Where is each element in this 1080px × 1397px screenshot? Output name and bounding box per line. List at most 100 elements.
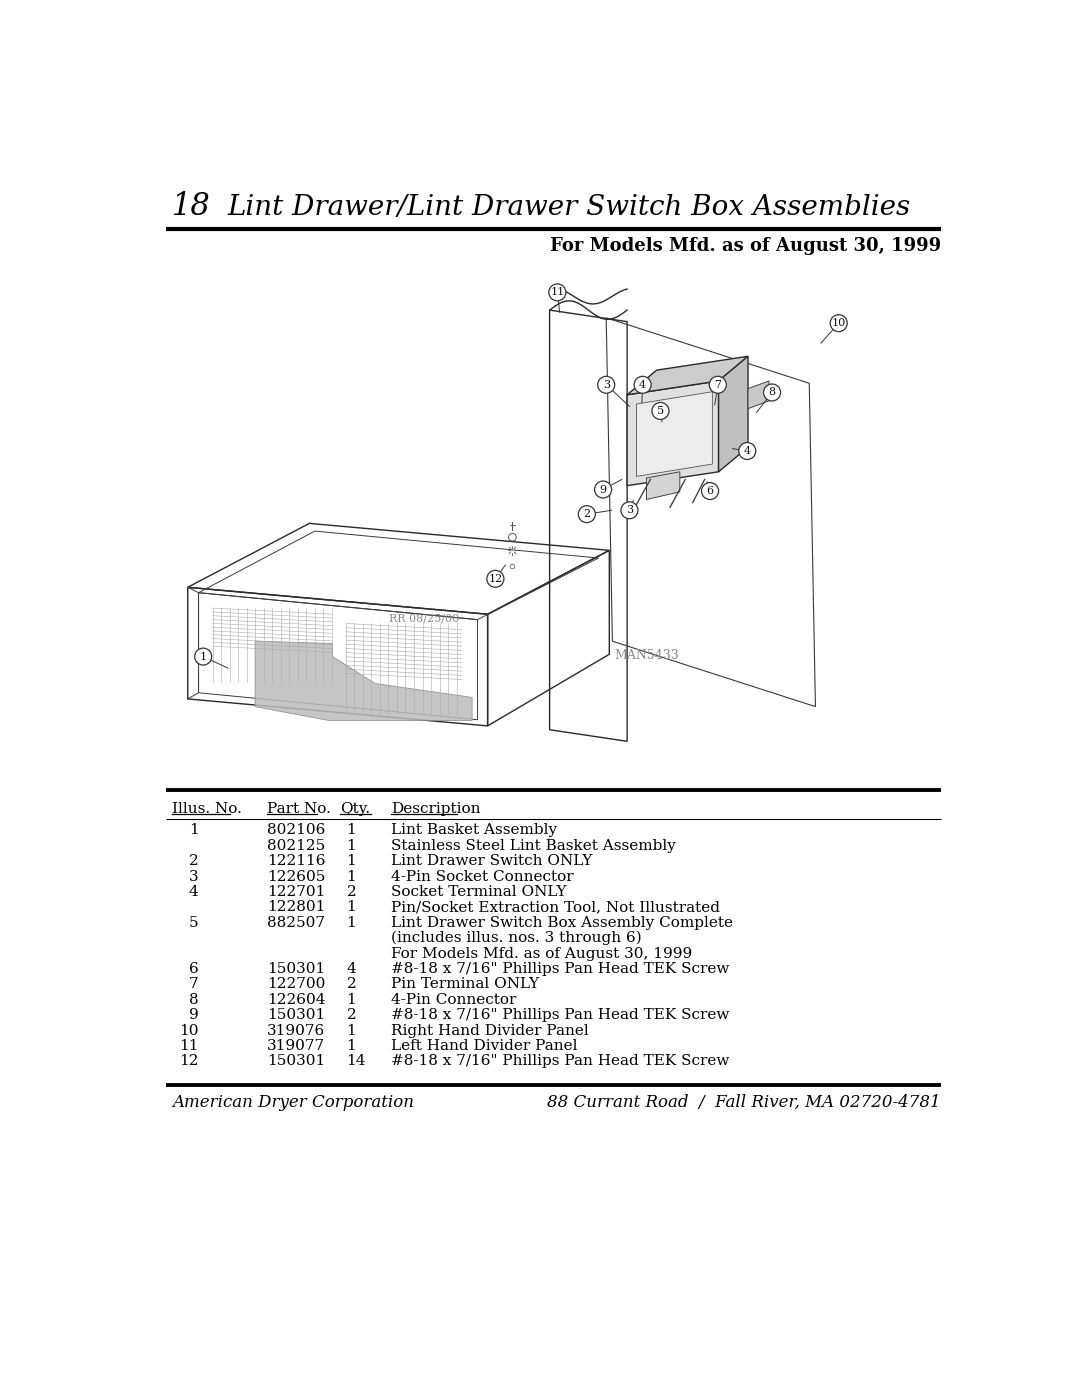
Text: 4: 4 <box>744 446 751 455</box>
Text: 8: 8 <box>769 387 775 398</box>
Circle shape <box>549 284 566 300</box>
Text: 9: 9 <box>599 485 607 495</box>
Text: 1: 1 <box>347 854 356 869</box>
Text: 122701: 122701 <box>267 886 325 900</box>
Text: 11: 11 <box>179 1039 199 1053</box>
Text: 882507: 882507 <box>267 916 325 930</box>
Text: 1: 1 <box>347 838 356 852</box>
Text: 12: 12 <box>179 1055 199 1069</box>
Text: 1: 1 <box>347 1039 356 1053</box>
Text: 9: 9 <box>189 1009 199 1023</box>
Text: 122605: 122605 <box>267 870 325 884</box>
Text: Left Hand Divider Panel: Left Hand Divider Panel <box>391 1039 577 1053</box>
Text: 1: 1 <box>200 651 206 662</box>
Text: 12: 12 <box>488 574 502 584</box>
Text: Illus. No.: Illus. No. <box>172 802 242 816</box>
Text: 2: 2 <box>189 854 199 869</box>
Polygon shape <box>627 381 718 486</box>
Text: 2: 2 <box>347 886 356 900</box>
Text: #8-18 x 7/16" Phillips Pan Head TEK Screw: #8-18 x 7/16" Phillips Pan Head TEK Scre… <box>391 1009 729 1023</box>
Text: 150301: 150301 <box>267 963 325 977</box>
Text: Pin Terminal ONLY: Pin Terminal ONLY <box>391 978 539 992</box>
Circle shape <box>595 481 611 497</box>
Text: 4-Pin Socket Connector: 4-Pin Socket Connector <box>391 870 573 884</box>
Text: 1: 1 <box>347 901 356 915</box>
Circle shape <box>194 648 212 665</box>
Polygon shape <box>627 356 748 395</box>
Text: 2: 2 <box>347 1009 356 1023</box>
Text: 6: 6 <box>189 963 199 977</box>
Text: Socket Terminal ONLY: Socket Terminal ONLY <box>391 886 566 900</box>
Text: 6: 6 <box>706 486 714 496</box>
Text: Lint Drawer Switch ONLY: Lint Drawer Switch ONLY <box>391 854 592 869</box>
Text: 8: 8 <box>189 993 199 1007</box>
Text: 802106: 802106 <box>267 823 325 837</box>
Text: 4-Pin Connector: 4-Pin Connector <box>391 993 516 1007</box>
Text: MAN5433: MAN5433 <box>613 648 678 662</box>
Text: 18: 18 <box>172 191 211 222</box>
Text: 10: 10 <box>179 1024 199 1038</box>
Text: Lint Drawer/Lint Drawer Switch Box Assemblies: Lint Drawer/Lint Drawer Switch Box Assem… <box>228 194 910 221</box>
Text: 1: 1 <box>189 823 199 837</box>
Polygon shape <box>647 472 679 500</box>
Text: Part No.: Part No. <box>267 802 330 816</box>
Text: 4: 4 <box>639 380 646 390</box>
Text: 122700: 122700 <box>267 978 325 992</box>
Circle shape <box>597 376 615 393</box>
Circle shape <box>710 376 727 393</box>
Text: 3: 3 <box>603 380 610 390</box>
Text: 3: 3 <box>189 870 199 884</box>
Polygon shape <box>718 356 748 472</box>
Polygon shape <box>636 391 713 476</box>
Text: #8-18 x 7/16" Phillips Pan Head TEK Screw: #8-18 x 7/16" Phillips Pan Head TEK Scre… <box>391 1055 729 1069</box>
Text: 150301: 150301 <box>267 1055 325 1069</box>
Text: For Models Mfd. as of August 30, 1999: For Models Mfd. as of August 30, 1999 <box>391 947 692 961</box>
Text: 150301: 150301 <box>267 1009 325 1023</box>
Text: 5: 5 <box>657 407 664 416</box>
Text: For Models Mfd. as of August 30, 1999: For Models Mfd. as of August 30, 1999 <box>550 237 941 254</box>
Text: 122604: 122604 <box>267 993 325 1007</box>
Text: 88 Currant Road  /  Fall River, MA 02720-4781: 88 Currant Road / Fall River, MA 02720-4… <box>548 1094 941 1111</box>
Text: Stainless Steel Lint Basket Assembly: Stainless Steel Lint Basket Assembly <box>391 838 676 852</box>
Text: 5: 5 <box>189 916 199 930</box>
Text: 11: 11 <box>550 288 565 298</box>
Circle shape <box>652 402 669 419</box>
Text: 1: 1 <box>347 870 356 884</box>
Text: 7: 7 <box>714 380 721 390</box>
Text: 1: 1 <box>347 1024 356 1038</box>
Circle shape <box>621 502 638 518</box>
Text: 4: 4 <box>189 886 199 900</box>
Text: 319076: 319076 <box>267 1024 325 1038</box>
Text: 4: 4 <box>347 963 356 977</box>
Text: 1: 1 <box>347 993 356 1007</box>
Text: Qty.: Qty. <box>340 802 370 816</box>
Text: 1: 1 <box>347 823 356 837</box>
Text: 3: 3 <box>626 506 633 515</box>
Circle shape <box>634 376 651 393</box>
Text: 2: 2 <box>583 509 591 520</box>
Circle shape <box>739 443 756 460</box>
Circle shape <box>831 314 847 331</box>
Text: 319077: 319077 <box>267 1039 325 1053</box>
Text: 122801: 122801 <box>267 901 325 915</box>
Text: Right Hand Divider Panel: Right Hand Divider Panel <box>391 1024 589 1038</box>
Text: Pin/Socket Extraction Tool, Not Illustrated: Pin/Socket Extraction Tool, Not Illustra… <box>391 901 719 915</box>
Circle shape <box>702 482 718 500</box>
Text: American Dryer Corporation: American Dryer Corporation <box>172 1094 415 1111</box>
Text: Lint Basket Assembly: Lint Basket Assembly <box>391 823 557 837</box>
Polygon shape <box>255 641 472 721</box>
Text: 2: 2 <box>347 978 356 992</box>
Text: 1: 1 <box>347 916 356 930</box>
Circle shape <box>487 570 504 587</box>
Text: RR 08/25/00: RR 08/25/00 <box>389 613 459 624</box>
Text: #8-18 x 7/16" Phillips Pan Head TEK Screw: #8-18 x 7/16" Phillips Pan Head TEK Scre… <box>391 963 729 977</box>
Text: 7: 7 <box>189 978 199 992</box>
Text: Description: Description <box>391 802 481 816</box>
Text: 802125: 802125 <box>267 838 325 852</box>
Text: 122116: 122116 <box>267 854 325 869</box>
Text: (includes illus. nos. 3 through 6): (includes illus. nos. 3 through 6) <box>391 930 642 946</box>
Circle shape <box>578 506 595 522</box>
Polygon shape <box>748 381 769 409</box>
Text: 10: 10 <box>832 319 846 328</box>
Circle shape <box>764 384 781 401</box>
